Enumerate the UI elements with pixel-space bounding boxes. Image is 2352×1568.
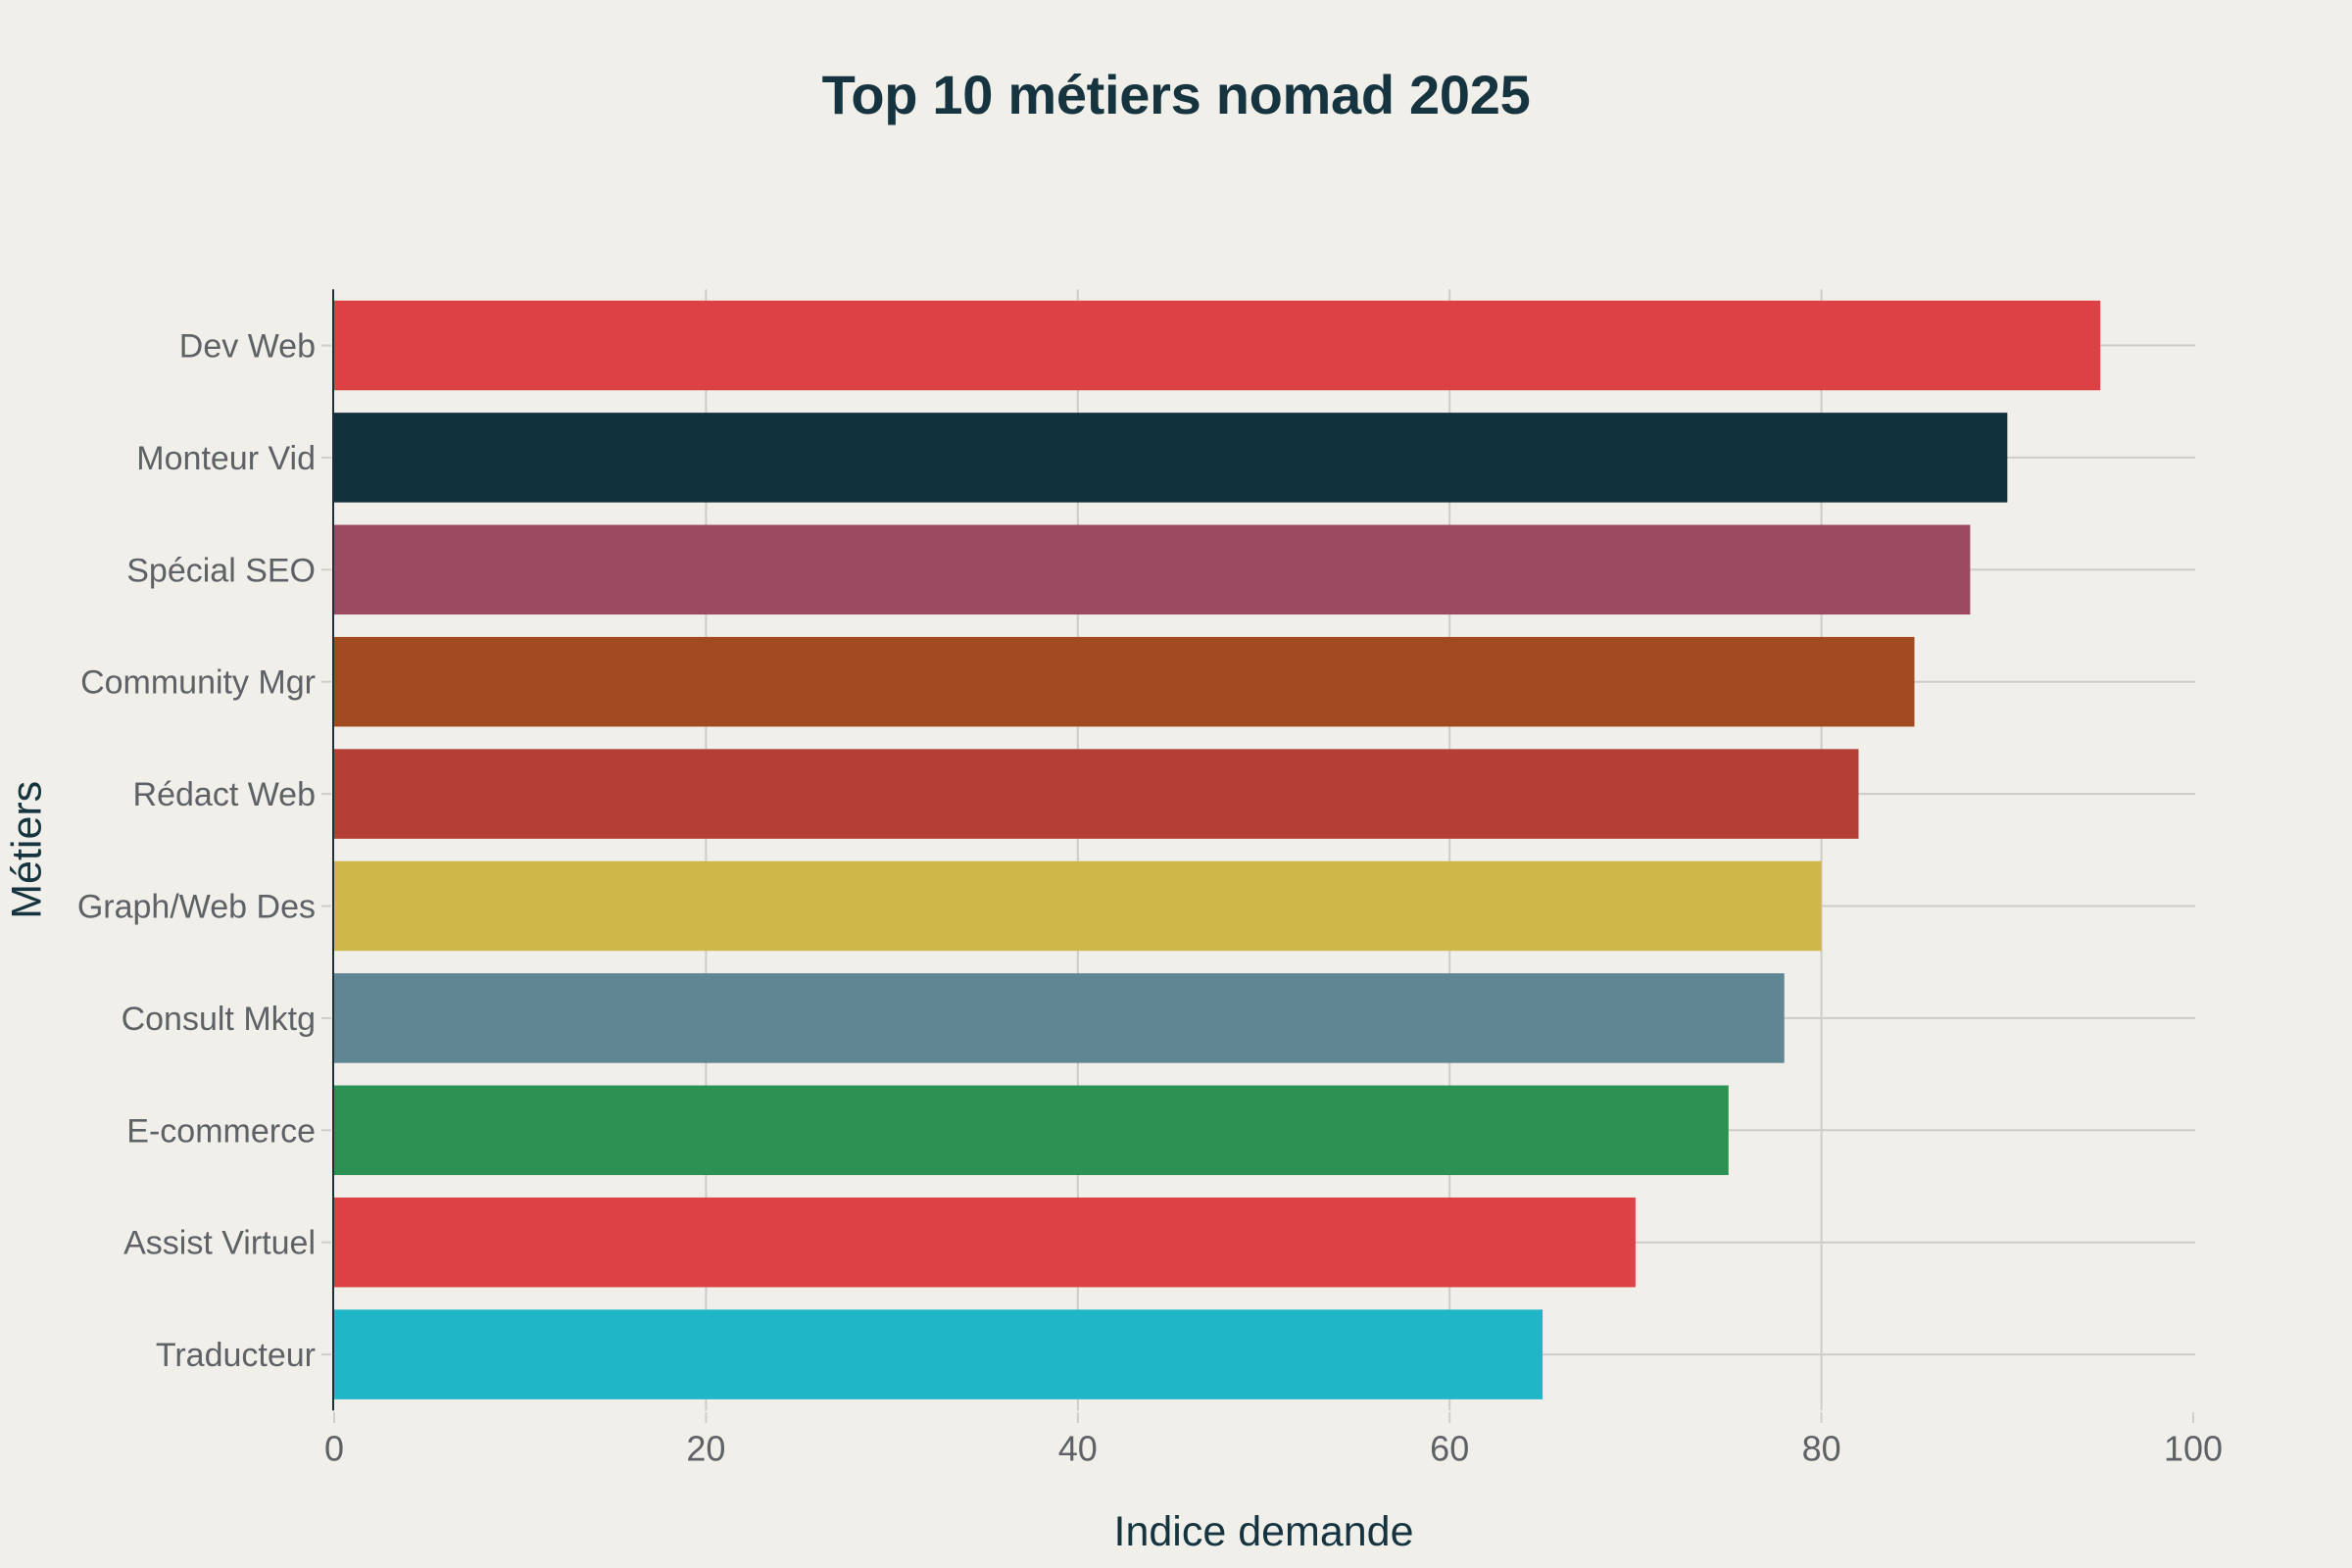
svg-text:Indice demande: Indice demande	[1114, 1508, 1414, 1555]
svg-text:Spécial SEO: Spécial SEO	[126, 552, 316, 589]
svg-text:40: 40	[1058, 1429, 1098, 1469]
svg-text:20: 20	[686, 1429, 725, 1469]
svg-text:Rédact Web: Rédact Web	[133, 776, 316, 813]
svg-text:Monteur Vid: Monteur Vid	[136, 440, 316, 477]
svg-text:80: 80	[1802, 1429, 1841, 1469]
svg-text:60: 60	[1430, 1429, 1469, 1469]
svg-text:E-commerce: E-commerce	[126, 1112, 316, 1150]
svg-text:100: 100	[2164, 1429, 2223, 1469]
svg-text:Graph/Web Des: Graph/Web Des	[77, 889, 316, 926]
svg-text:Assist Virtuel: Assist Virtuel	[123, 1225, 316, 1262]
svg-text:Top 10 métiers nomad 2025: Top 10 métiers nomad 2025	[822, 64, 1531, 125]
svg-text:Consult Mktg: Consult Mktg	[122, 1001, 316, 1038]
svg-text:Traducteur: Traducteur	[156, 1337, 316, 1374]
svg-text:Community Mgr: Community Mgr	[80, 664, 316, 702]
svg-text:Métiers: Métiers	[4, 781, 51, 919]
svg-text:Dev Web: Dev Web	[179, 328, 316, 366]
svg-text:0: 0	[324, 1429, 344, 1469]
